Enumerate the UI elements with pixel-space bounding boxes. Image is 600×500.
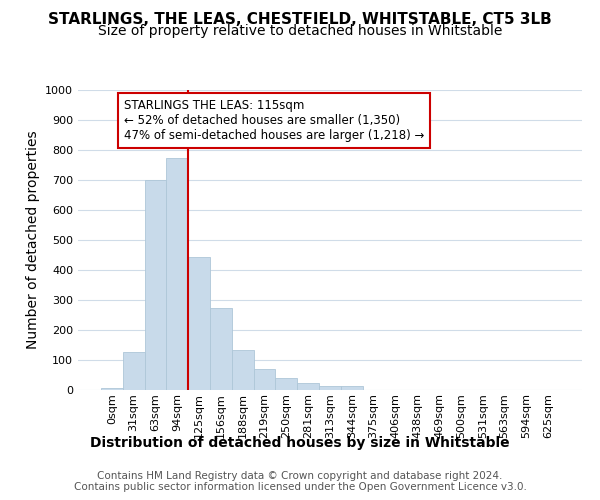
Text: Size of property relative to detached houses in Whitstable: Size of property relative to detached ho…	[98, 24, 502, 38]
Bar	[254, 369, 275, 390]
Bar	[319, 386, 341, 390]
Text: STARLINGS THE LEAS: 115sqm
← 52% of detached houses are smaller (1,350)
47% of s: STARLINGS THE LEAS: 115sqm ← 52% of deta…	[124, 99, 424, 142]
Bar	[123, 352, 145, 390]
Text: Distribution of detached houses by size in Whitstable: Distribution of detached houses by size …	[90, 436, 510, 450]
Bar	[101, 388, 123, 390]
Bar	[232, 350, 254, 390]
Bar	[297, 384, 319, 390]
Bar	[210, 308, 232, 390]
Bar	[145, 180, 166, 390]
Text: Contains HM Land Registry data © Crown copyright and database right 2024.
Contai: Contains HM Land Registry data © Crown c…	[74, 471, 526, 492]
Bar	[341, 386, 363, 390]
Text: STARLINGS, THE LEAS, CHESTFIELD, WHITSTABLE, CT5 3LB: STARLINGS, THE LEAS, CHESTFIELD, WHITSTA…	[48, 12, 552, 28]
Y-axis label: Number of detached properties: Number of detached properties	[26, 130, 40, 350]
Bar	[275, 378, 297, 390]
Bar	[188, 257, 210, 390]
Bar	[166, 158, 188, 390]
